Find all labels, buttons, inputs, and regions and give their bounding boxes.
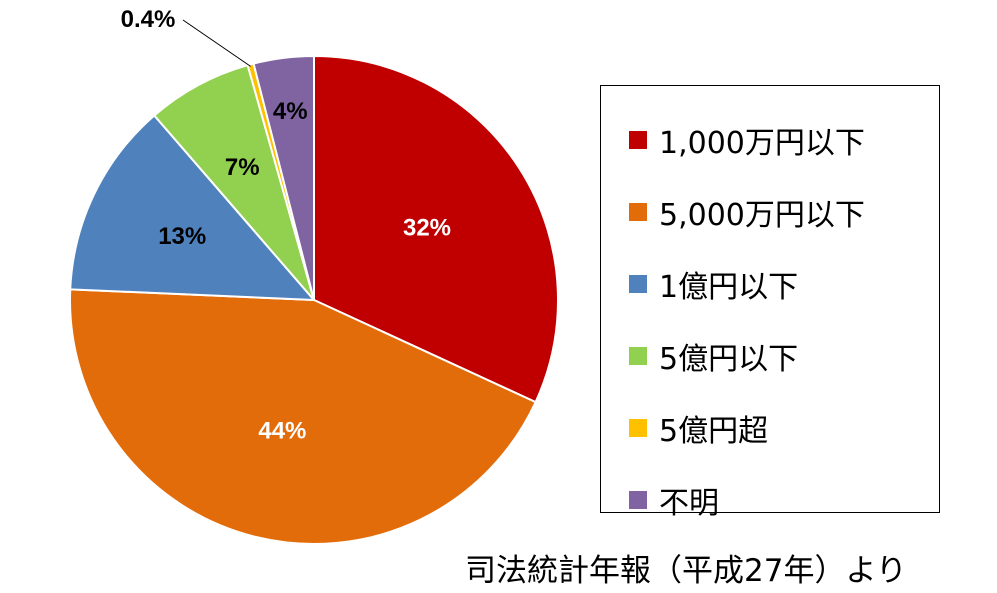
legend-label: 5億円超 xyxy=(659,414,769,449)
data-label: 44% xyxy=(258,417,306,444)
legend-item: 不明 xyxy=(629,464,939,536)
legend-label: 5億円以下 xyxy=(659,342,799,377)
pie-chart: 32% 44% 13% 7% 0.4% 4% xyxy=(69,6,559,545)
legend-item: 5億円超 xyxy=(629,392,939,464)
leader-line xyxy=(182,19,251,67)
legend-swatch xyxy=(629,491,647,509)
pie-data-labels: 32% 44% 13% 7% 0.4% 4% xyxy=(121,6,451,444)
data-label: 0.4% xyxy=(121,6,176,33)
legend-item: 5億円以下 xyxy=(629,320,939,392)
legend-label: 1億円以下 xyxy=(659,270,799,305)
legend-swatch xyxy=(629,203,647,221)
legend-label: 1,000万円以下 xyxy=(659,126,865,161)
pie-slice xyxy=(252,54,315,301)
source-note: 司法統計年報（平成27年）より xyxy=(465,553,907,589)
pie-slice xyxy=(152,63,315,301)
pie-slice xyxy=(69,288,537,545)
pie-slice xyxy=(313,54,559,404)
legend-swatch xyxy=(629,347,647,365)
legend: 1,000万円以下 5,000万円以下 1億円以下 5億円以下 5億円超 不明 xyxy=(600,85,940,521)
data-label: 4% xyxy=(273,98,308,125)
data-label: 7% xyxy=(225,154,260,181)
legend-swatch xyxy=(629,275,647,293)
legend-swatch xyxy=(629,131,647,149)
data-label: 13% xyxy=(158,223,206,250)
pie-slice xyxy=(69,114,317,302)
data-label: 32% xyxy=(403,215,451,242)
legend-item: 5,000万円以下 xyxy=(629,176,939,248)
pie-slices xyxy=(69,54,559,545)
legend-item: 1,000万円以下 xyxy=(629,104,939,176)
legend-label: 5,000万円以下 xyxy=(659,198,865,233)
legend-item: 1億円以下 xyxy=(629,248,939,320)
legend-swatch xyxy=(629,419,647,437)
legend-label: 不明 xyxy=(659,486,719,521)
